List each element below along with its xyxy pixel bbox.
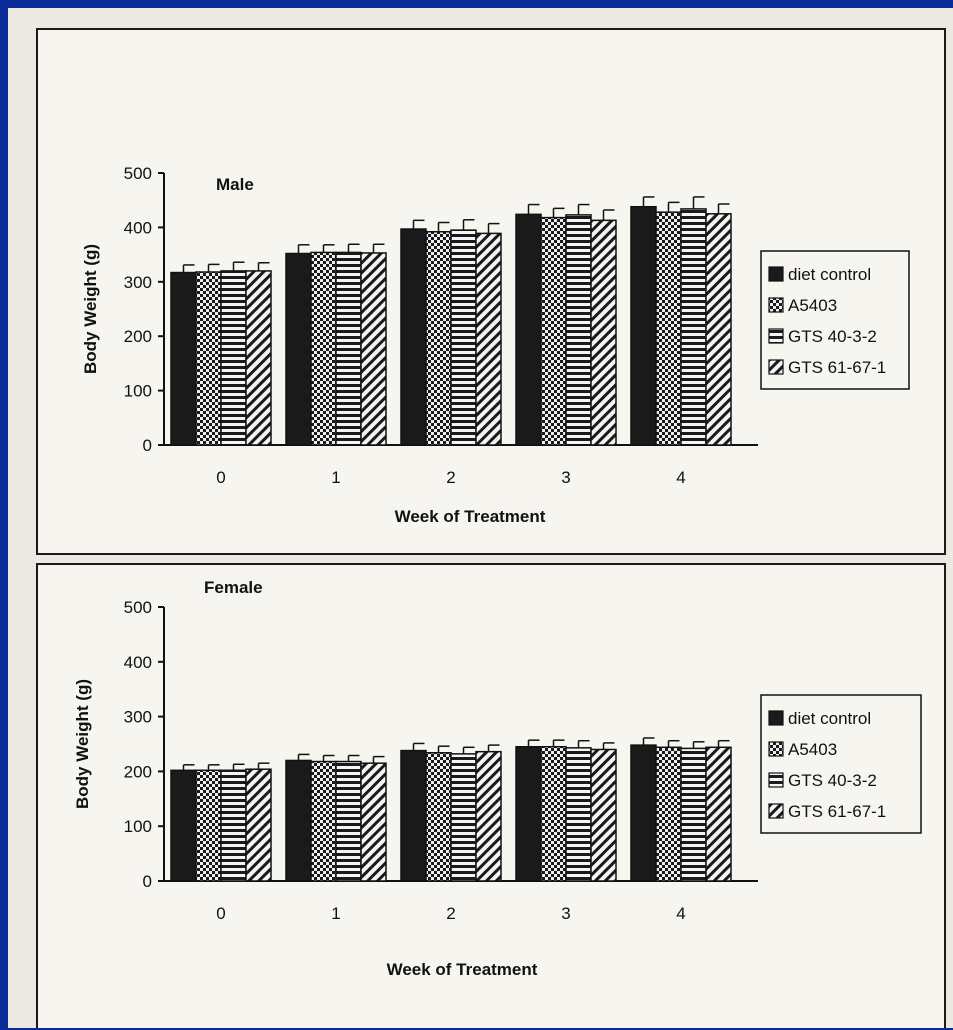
legend-swatch	[768, 328, 784, 344]
x-tick-label: 3	[561, 904, 570, 923]
bar	[220, 270, 247, 446]
legend-label: A5403	[788, 296, 837, 315]
legend-label: GTS 61-67-1	[788, 802, 886, 821]
bar	[680, 747, 707, 882]
bar	[400, 228, 427, 446]
y-tick-label: 400	[124, 653, 152, 672]
x-tick-label: 0	[216, 468, 225, 487]
y-tick-label: 200	[124, 762, 152, 781]
legend-label: diet control	[788, 265, 871, 284]
male-chart-panel: 0 100 200 300 400 500 Body Weight (g) Male 0 1 2 3 4…	[36, 28, 946, 555]
y-tick-label: 500	[124, 598, 152, 617]
bar	[450, 753, 477, 882]
bar	[565, 747, 592, 882]
bar	[565, 214, 592, 446]
bar	[475, 232, 502, 446]
y-tick-label: 100	[124, 817, 152, 836]
bar	[475, 750, 502, 882]
x-tick-label: 4	[676, 904, 685, 923]
legend-swatch	[768, 741, 784, 757]
bar	[400, 749, 427, 882]
bar	[220, 769, 247, 882]
x-tick-label: 4	[676, 468, 685, 487]
bar	[515, 745, 542, 882]
bar	[655, 746, 682, 882]
y-tick-label: 500	[124, 164, 152, 183]
bar	[680, 208, 707, 446]
legend-swatch	[768, 359, 784, 375]
bar	[170, 769, 197, 882]
bar	[285, 252, 312, 446]
y-tick-label: 400	[124, 218, 152, 237]
bar	[705, 746, 732, 882]
male-bar-chart: 0 100 200 300 400 500 Body Weight (g) Male 0 1 2 3 4…	[81, 164, 910, 526]
female-bar-chart: 0 100 200 300 400 500 Body Weight (g) Female 0 1 2…	[73, 578, 922, 979]
bar	[360, 252, 387, 446]
x-axis-title: Week of Treatment	[395, 507, 546, 526]
bar	[630, 744, 657, 882]
legend-label: A5403	[788, 740, 837, 759]
x-tick-label: 1	[331, 468, 340, 487]
bar	[590, 748, 617, 882]
legend	[760, 250, 910, 390]
x-tick-label: 2	[446, 904, 455, 923]
y-tick-label: 0	[143, 872, 152, 891]
bar	[335, 251, 362, 446]
y-tick-label: 300	[124, 273, 152, 292]
bar	[285, 759, 312, 882]
y-tick-label: 200	[124, 327, 152, 346]
y-axis-title: Body Weight (g)	[73, 679, 92, 809]
bar	[450, 229, 477, 446]
bar	[195, 769, 222, 882]
legend-swatch	[768, 297, 784, 313]
bar	[425, 752, 452, 882]
legend	[760, 694, 922, 834]
bar	[195, 271, 222, 446]
x-tick-label: 1	[331, 904, 340, 923]
bar	[655, 211, 682, 446]
bar	[360, 762, 387, 882]
y-tick-label: 0	[143, 436, 152, 455]
bar	[170, 271, 197, 446]
bar	[590, 219, 617, 446]
legend-swatch	[768, 772, 784, 788]
y-tick-label: 100	[124, 382, 152, 401]
legend-swatch	[768, 266, 784, 282]
chart-title: Female	[204, 578, 263, 597]
x-tick-label: 0	[216, 904, 225, 923]
bar	[335, 760, 362, 882]
legend-label: diet control	[788, 709, 871, 728]
y-axis-title: Body Weight (g)	[81, 244, 100, 374]
bar	[540, 216, 567, 446]
chart-title: Male	[216, 175, 254, 194]
bar	[310, 760, 337, 882]
legend-label: GTS 61-67-1	[788, 358, 886, 377]
x-axis-title: Week of Treatment	[387, 960, 538, 979]
bar	[245, 270, 272, 446]
legend-label: GTS 40-3-2	[788, 771, 877, 790]
legend-label: GTS 40-3-2	[788, 327, 877, 346]
x-tick-label: 3	[561, 468, 570, 487]
bar	[630, 205, 657, 446]
bar	[310, 251, 337, 446]
bar	[425, 231, 452, 446]
female-chart-panel: 0 100 200 300 400 500 Body Weight (g) Female 0 1 2…	[36, 563, 946, 1028]
bar	[515, 213, 542, 446]
y-tick-label: 300	[124, 708, 152, 727]
bar	[245, 768, 272, 882]
legend-swatch	[768, 803, 784, 819]
x-tick-label: 2	[446, 468, 455, 487]
bar	[540, 745, 567, 882]
legend-swatch	[768, 710, 784, 726]
bar	[705, 213, 732, 446]
